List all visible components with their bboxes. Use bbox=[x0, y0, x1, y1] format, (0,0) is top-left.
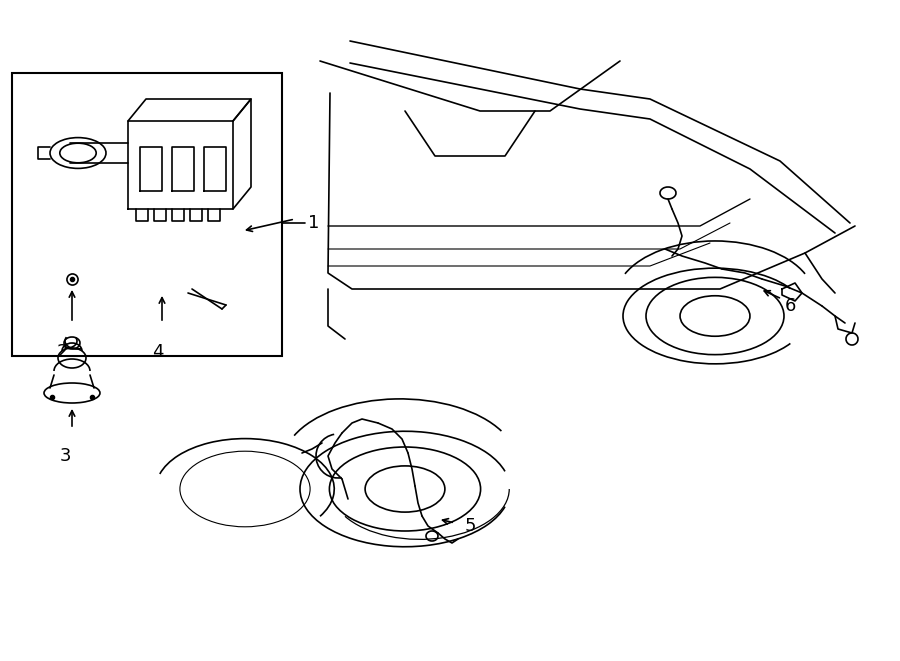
Text: 3: 3 bbox=[59, 447, 71, 465]
Text: 5: 5 bbox=[465, 517, 476, 535]
Text: 1: 1 bbox=[308, 214, 320, 232]
Text: 2: 2 bbox=[56, 343, 68, 361]
Text: 6: 6 bbox=[785, 297, 796, 315]
FancyBboxPatch shape bbox=[12, 73, 282, 356]
Text: 4: 4 bbox=[152, 343, 164, 361]
